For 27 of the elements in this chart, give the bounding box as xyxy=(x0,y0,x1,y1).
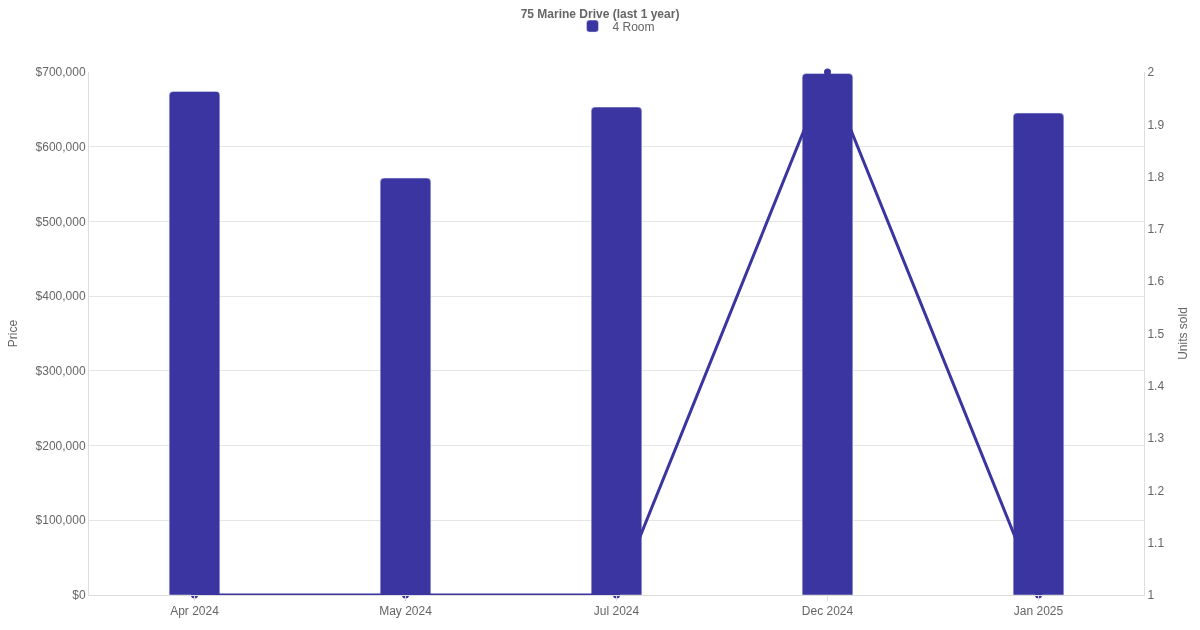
x-tick-label: Dec 2024 xyxy=(801,604,854,619)
y2-tick-label: 1.2 xyxy=(1147,483,1165,498)
y-tick-label: $700,000 xyxy=(35,65,86,80)
y2-tick-label: 1.6 xyxy=(1147,274,1165,289)
y2-tick-label: 1.7 xyxy=(1147,222,1165,237)
y2-axis-title: Units sold xyxy=(1176,307,1191,360)
y2-tick-label: 1 xyxy=(1147,588,1155,603)
y2-tick-label: 1.4 xyxy=(1147,379,1165,393)
y-tick-label: $200,000 xyxy=(35,438,86,453)
x-tick-label: Apr 2024 xyxy=(170,604,220,619)
y2-tick-label: 1.5 xyxy=(1147,326,1165,341)
y-tick-label: $0 xyxy=(72,588,86,603)
y2-tick-label: 2 xyxy=(1147,65,1155,80)
y2-tick-label: 1.3 xyxy=(1147,431,1165,446)
y-tick-label: $400,000 xyxy=(35,289,86,304)
y2-tick-label: 1.9 xyxy=(1147,117,1165,132)
chart-title: 75 Marine Drive (last 1 year) xyxy=(520,6,680,21)
y-tick-label: $100,000 xyxy=(35,513,86,528)
y-tick-label: $300,000 xyxy=(35,364,86,379)
y2-tick-label: 1.1 xyxy=(1147,535,1165,550)
y2-tick-label: 1.8 xyxy=(1147,169,1165,184)
x-tick-label: Jul 2024 xyxy=(593,604,640,619)
y-axis-title: Price xyxy=(5,319,20,348)
y-tick-label: $600,000 xyxy=(35,139,86,154)
x-tick-label: Jan 2025 xyxy=(1013,604,1064,619)
y-tick-label: $500,000 xyxy=(35,214,86,229)
x-tick-label: May 2024 xyxy=(379,604,433,619)
